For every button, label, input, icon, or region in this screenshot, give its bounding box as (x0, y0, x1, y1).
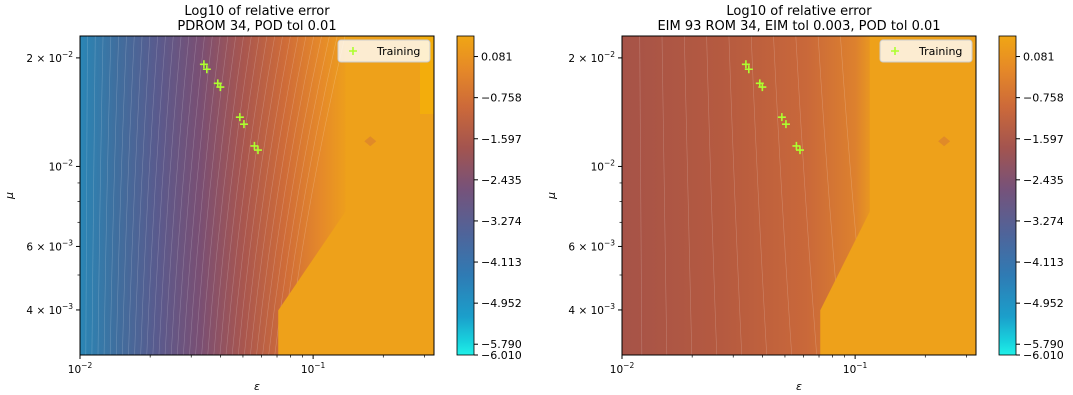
colorbar-tick-label: −2.435 (1023, 174, 1064, 187)
training-point (199, 60, 208, 69)
colorbar-tick-label: 0.081 (481, 51, 513, 64)
colorbar-tick-label: −1.597 (481, 133, 522, 146)
training-point (239, 120, 248, 129)
chart-title: Log10 of relative error (726, 4, 872, 19)
training-point (202, 65, 211, 74)
training-point (235, 113, 244, 122)
training-point (795, 146, 804, 155)
training-point (741, 60, 750, 69)
colorbar-tick-label: −5.790 (1023, 338, 1064, 351)
chart-subtitle: EIM 93 ROM 34, EIM tol 0.003, POD tol 0.… (657, 19, 940, 34)
y-tick-label: 10−2 (49, 158, 74, 173)
colorbar-tick-label: −0.758 (481, 92, 522, 105)
y-tick-label: 4 × 10−3 (26, 302, 73, 317)
colorbar-tick-label: −4.113 (1023, 256, 1064, 269)
colorbar: 0.081 −0.758 −1.597 −2.435 −3.274 −4.113 −4.95… (998, 35, 1064, 362)
colorbar-tick-label: −3.274 (1023, 215, 1064, 228)
colorbar-tick-label: 0.081 (1023, 51, 1055, 64)
plot-area (621, 35, 977, 356)
contour-field (80, 35, 434, 356)
y-tick-label: 10−2 (591, 158, 616, 173)
x-axis-label: ε (254, 380, 260, 393)
colorbar-tick-label: −2.435 (481, 174, 522, 187)
x-tick-label: 10−1 (843, 361, 868, 376)
training-point (777, 113, 786, 122)
y-tick-label: 2 × 10−2 (26, 50, 73, 65)
colorbar-tick-label: −6.010 (1023, 349, 1064, 362)
legend: Training (337, 39, 431, 63)
colorbar-tick-label: −6.010 (481, 349, 522, 362)
y-tick-label: 6 × 10−3 (568, 238, 615, 253)
colorbar-tick-label: −1.597 (1023, 133, 1064, 146)
legend-label: Training (918, 45, 962, 58)
training-point (216, 83, 225, 92)
chart-subtitle: PDROM 34, POD tol 0.01 (177, 19, 336, 34)
legend: Training (879, 39, 973, 63)
x-tick-label: 10−2 (610, 361, 635, 376)
colorbar-tick-label: −4.952 (481, 297, 522, 310)
training-point (744, 65, 753, 74)
colorbar: 0.081 −0.758 −1.597 −2.435 −3.274 −4.113 −4.95… (456, 35, 522, 362)
legend-label: Training (376, 45, 420, 58)
chart-title: Log10 of relative error (184, 4, 330, 19)
legend-marker (891, 47, 899, 55)
colorbar-tick-label: −3.274 (481, 215, 522, 228)
y-tick-label: 2 × 10−2 (568, 50, 615, 65)
y-tick-label: 4 × 10−3 (568, 302, 615, 317)
training-point (253, 146, 262, 155)
training-point (792, 141, 801, 150)
training-point (250, 141, 259, 150)
x-tick-label: 10−2 (68, 361, 93, 376)
y-tick-label: 6 × 10−3 (26, 238, 73, 253)
x-tick-label: 10−1 (301, 361, 326, 376)
colorbar-tick-label: −5.790 (481, 338, 522, 351)
training-point (758, 83, 767, 92)
colorbar-tick-label: −4.113 (481, 256, 522, 269)
x-axis-label: ε (796, 380, 802, 393)
colorbar-tick-label: −0.758 (1023, 92, 1064, 105)
contour-field (622, 35, 976, 356)
plot-area (79, 35, 435, 356)
y-axis-label: μ (3, 192, 16, 200)
y-axis-label: μ (545, 192, 558, 200)
training-point (781, 120, 790, 129)
legend-marker (349, 47, 357, 55)
colorbar-tick-label: −4.952 (1023, 297, 1064, 310)
